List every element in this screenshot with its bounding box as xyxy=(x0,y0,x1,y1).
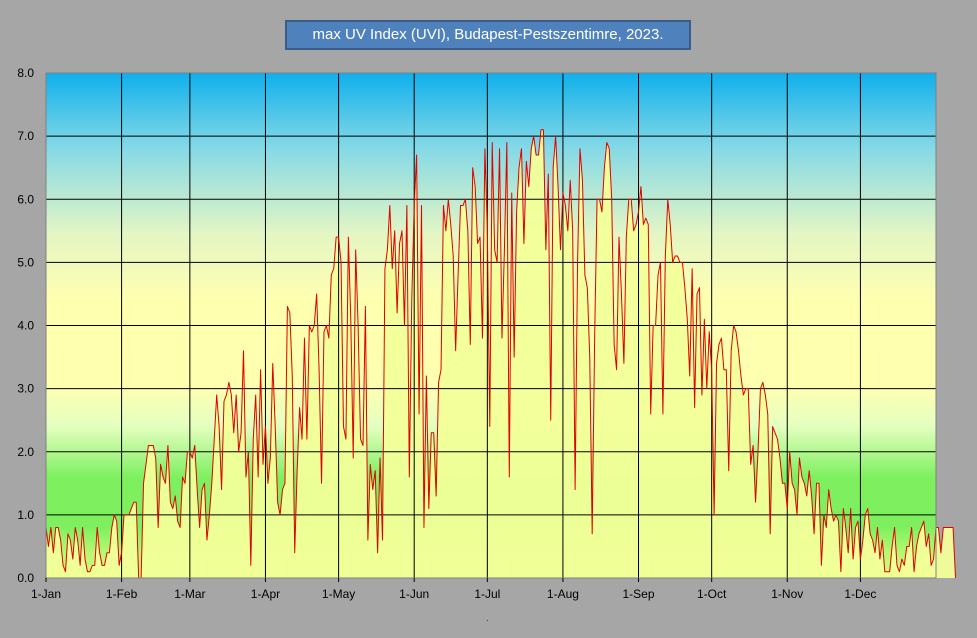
x-tick-label: 1-Nov xyxy=(771,587,803,601)
y-tick-label: 8.0 xyxy=(17,66,34,80)
y-tick-label: 0.0 xyxy=(17,571,34,585)
x-tick-label: 1-Sep xyxy=(623,587,655,601)
x-tick-label: 1-Mar xyxy=(174,587,205,601)
x-tick-label: 1-Jul xyxy=(474,587,500,601)
y-tick-label: 5.0 xyxy=(17,255,34,269)
x-tick-label: 1-Dec xyxy=(844,587,876,601)
y-tick-label: 3.0 xyxy=(17,382,34,396)
x-axis-ticks: 1-Jan 1-Feb 1-Mar 1-Apr 1-May 1-Jun 1-Jul 1-Aug… xyxy=(31,578,876,601)
x-tick-label: 1-Aug xyxy=(547,587,579,601)
y-tick-label: 7.0 xyxy=(17,129,34,143)
plot-border xyxy=(45,72,937,579)
x-tick-label: 1-May xyxy=(322,587,355,601)
x-tick-label: 1-Jun xyxy=(399,587,429,601)
x-tick-label: 1-Oct xyxy=(697,587,727,601)
chart-title: max UV Index (UVI), Budapest-Pestszentim… xyxy=(285,20,691,50)
x-tick-label: 1-Jan xyxy=(31,587,61,601)
footnote-mark: . xyxy=(486,613,489,624)
y-tick-label: 4.0 xyxy=(17,319,34,333)
y-axis-ticks: 0.0 1.0 2.0 3.0 4.0 5.0 6.0 7.0 8.0 xyxy=(17,66,34,585)
series-line-layer xyxy=(45,129,957,579)
x-tick-label: 1-Feb xyxy=(106,587,138,601)
x-tick-label: 1-Apr xyxy=(251,587,280,601)
y-tick-label: 6.0 xyxy=(17,192,34,206)
y-tick-label: 1.0 xyxy=(17,508,34,522)
series-line xyxy=(45,129,957,579)
y-tick-label: 2.0 xyxy=(17,445,34,459)
